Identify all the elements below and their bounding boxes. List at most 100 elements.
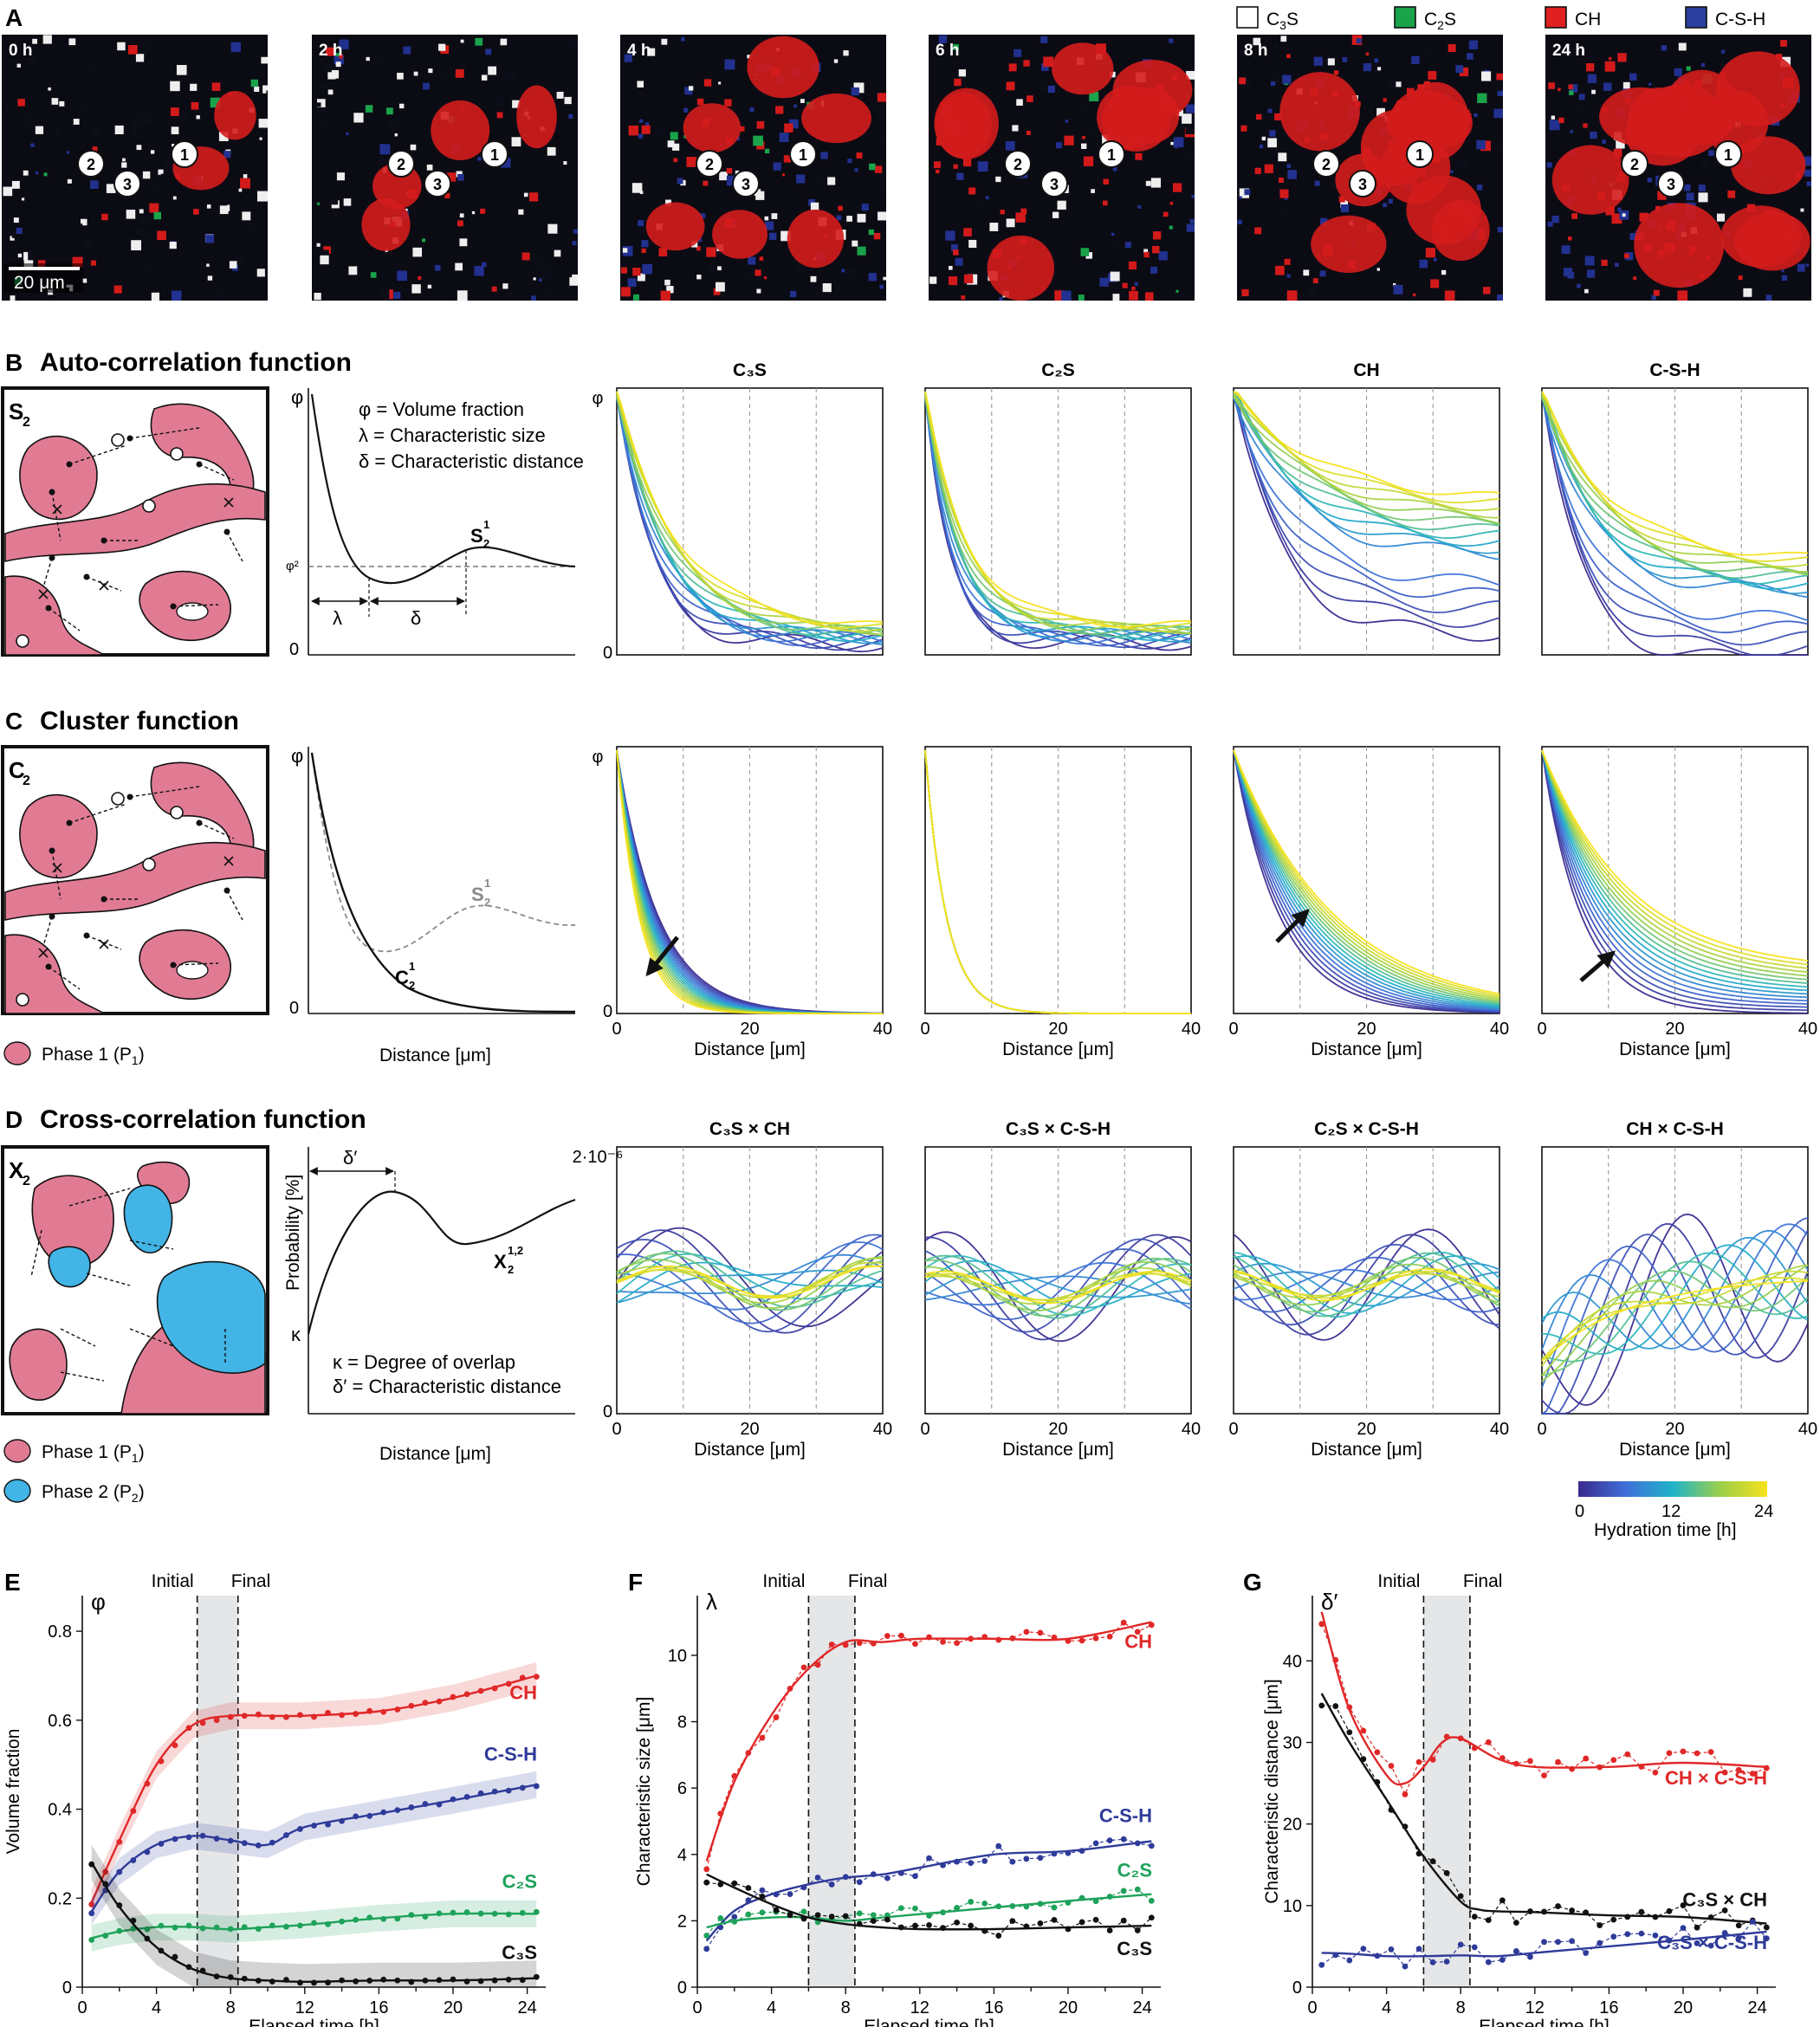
x-tick-label: 20	[1665, 1420, 1684, 1439]
data-point	[1638, 1908, 1645, 1915]
tile-pixel	[500, 38, 508, 46]
data-point	[339, 1817, 345, 1824]
tile-pixel	[647, 48, 656, 56]
data-point	[1374, 1778, 1381, 1785]
tile-pixel	[403, 46, 411, 55]
data-point	[463, 1793, 470, 1800]
tile-pixel	[1314, 180, 1320, 186]
probe-line	[86, 576, 122, 592]
tile-pixel	[394, 133, 398, 137]
ch-crystal	[431, 100, 490, 160]
tile-pixel	[1686, 192, 1694, 201]
tile-pixel	[169, 242, 177, 249]
fit-line	[90, 1784, 537, 1913]
hydration-curve	[1541, 749, 1809, 988]
tile-pixel	[474, 266, 484, 276]
schematic-s2: S 2	[1, 386, 269, 657]
tile-pixel	[508, 148, 515, 153]
hydration-curve	[1233, 1263, 1500, 1306]
tile-pixel	[683, 107, 689, 113]
tile-pixel	[873, 232, 881, 240]
tile-pixel	[1261, 136, 1266, 141]
data-point	[185, 1725, 192, 1732]
probe-point	[196, 461, 203, 468]
x-axis-label: Distance [μm]	[1619, 1039, 1731, 1059]
data-point	[981, 1927, 988, 1934]
tile-pixel	[1270, 81, 1276, 87]
tile-pixel	[29, 79, 35, 85]
tile-pixel	[422, 238, 426, 243]
tile-pixel	[335, 53, 340, 57]
probe-point	[100, 896, 107, 903]
tile-pixel	[1286, 54, 1291, 59]
tile-pixel	[628, 125, 639, 136]
tile-pixel	[1569, 84, 1578, 93]
tile-pixel	[1584, 256, 1595, 266]
data-point	[1009, 1635, 1016, 1642]
tile-pixel	[67, 178, 72, 184]
ch-crystal	[1551, 145, 1629, 215]
data-point	[533, 1973, 540, 1980]
data-point	[325, 1709, 331, 1716]
hydration-curve	[1233, 749, 1500, 1014]
tile-pixel	[632, 268, 641, 276]
tile-pixel	[1701, 159, 1711, 169]
data-point	[1597, 1764, 1603, 1771]
ch-crystal	[987, 235, 1055, 301]
tile-pixel	[126, 210, 136, 219]
data-point	[158, 1922, 165, 1929]
tile-pixel	[1468, 40, 1479, 49]
tile-pixel	[874, 165, 883, 173]
tile-pixel	[748, 256, 756, 265]
data-point	[185, 1964, 192, 1971]
data-point	[394, 1915, 401, 1922]
hydration-curve	[616, 1241, 884, 1311]
tile-pixel	[1081, 143, 1087, 149]
tile-pixel	[366, 56, 370, 62]
tile-pixel	[933, 161, 941, 169]
hydration-curve	[924, 391, 1192, 647]
y-tick-label: 2	[677, 1912, 687, 1931]
transition-window	[197, 1596, 238, 1987]
probe-cross	[99, 580, 109, 591]
panel-d-title: Cross-correlation function	[40, 1105, 366, 1134]
region-marker-label: 2	[1630, 156, 1639, 173]
data-point	[102, 1868, 109, 1875]
tile-pixel	[1112, 166, 1117, 172]
tile-pixel	[1629, 233, 1637, 241]
tile-pixel	[1459, 67, 1469, 77]
tile-pixel	[494, 94, 505, 105]
data-point	[1735, 1766, 1742, 1773]
hydration-curve	[924, 1273, 1192, 1302]
tile-pixel	[1424, 254, 1432, 262]
tile-pixel	[696, 98, 704, 106]
hydration-curve	[616, 1234, 884, 1324]
tile-pixel	[1240, 77, 1252, 87]
data-point	[477, 1687, 484, 1694]
data-point	[339, 1712, 345, 1719]
tile-pixel	[49, 47, 53, 50]
window-final-label: Final	[848, 1571, 888, 1591]
tile-pixel	[1015, 212, 1026, 223]
ch-crystal	[936, 92, 993, 159]
tile-pixel	[1647, 178, 1652, 183]
tile-pixel	[41, 220, 48, 227]
tile-pixel	[140, 114, 152, 125]
tile-pixel	[92, 146, 98, 152]
tile-pixel	[131, 240, 141, 251]
x-tick-label: 20	[1357, 1420, 1376, 1439]
tile-pixel	[756, 288, 761, 294]
curve-panel-x-1: C₃S × C-S-H 0 20 40 Distance [μm]	[920, 1119, 1201, 1460]
tile-pixel	[457, 290, 468, 301]
data-point	[477, 1910, 484, 1917]
legend-tail: S	[1286, 10, 1299, 29]
tile-pixel	[542, 269, 554, 281]
tile-pixel	[190, 83, 198, 91]
data-point	[491, 1788, 498, 1795]
x-tick-label: 0	[1307, 1998, 1317, 2017]
tile-pixel	[1804, 169, 1811, 177]
tile-pixel	[989, 223, 999, 231]
data-point	[199, 1967, 206, 1974]
curve-panel-s-2: CH	[1233, 360, 1500, 656]
data-point	[353, 1916, 359, 1923]
